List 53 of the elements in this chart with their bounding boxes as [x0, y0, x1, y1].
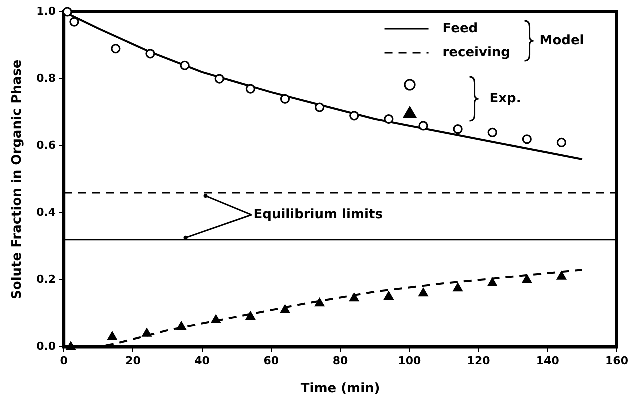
point — [453, 283, 463, 292]
annotation: Exp. — [490, 91, 522, 106]
point — [522, 274, 532, 284]
x-tick-label: 60 — [264, 354, 280, 368]
y-tick-label: 0.4 — [36, 206, 56, 219]
point — [556, 138, 567, 148]
point — [418, 288, 428, 297]
point — [350, 293, 360, 302]
point — [315, 102, 325, 112]
x-tick-label: 160 — [606, 354, 629, 368]
point — [280, 94, 290, 104]
point — [488, 128, 498, 138]
y-tick-label: 1.0 — [36, 4, 56, 18]
x-tick-label: 20 — [126, 354, 142, 368]
x-axis-title: Time (min) — [300, 382, 380, 397]
point — [176, 322, 186, 330]
x-tick-label: 80 — [332, 354, 349, 368]
y-tick-label: 0.6 — [36, 138, 56, 152]
point — [70, 17, 80, 27]
point — [350, 111, 360, 121]
x-tick-label: 0 — [60, 354, 68, 368]
point — [142, 328, 152, 337]
point — [111, 44, 121, 54]
y-tick-label: 0.2 — [36, 273, 56, 286]
y-tick-label: 0.8 — [36, 72, 56, 85]
point — [384, 292, 394, 300]
legend-label: receiving — [442, 45, 510, 60]
point — [108, 332, 118, 340]
annotation: Equilibrium limits — [254, 207, 384, 222]
y-tick-label: 0.0 — [36, 340, 56, 354]
point — [384, 114, 394, 124]
point — [315, 298, 325, 307]
point — [280, 305, 290, 314]
point — [214, 74, 224, 84]
point — [211, 315, 221, 324]
point — [557, 272, 566, 280]
point — [246, 84, 256, 94]
point — [418, 121, 428, 131]
point — [488, 278, 498, 287]
point — [62, 7, 72, 17]
point — [180, 60, 190, 70]
x-tick-label: 100 — [398, 354, 422, 368]
y-axis-title: Solute Fraction in Organic Phase — [10, 60, 26, 300]
legend-label: Feed — [442, 21, 478, 36]
point — [453, 124, 463, 134]
point — [146, 49, 156, 59]
annotation: Model — [540, 33, 584, 48]
x-tick-label: 40 — [194, 354, 210, 368]
point — [522, 134, 532, 144]
x-tick-label: 120 — [467, 354, 491, 368]
x-tick-label: 140 — [536, 354, 560, 368]
point — [246, 312, 256, 320]
point — [66, 342, 76, 350]
